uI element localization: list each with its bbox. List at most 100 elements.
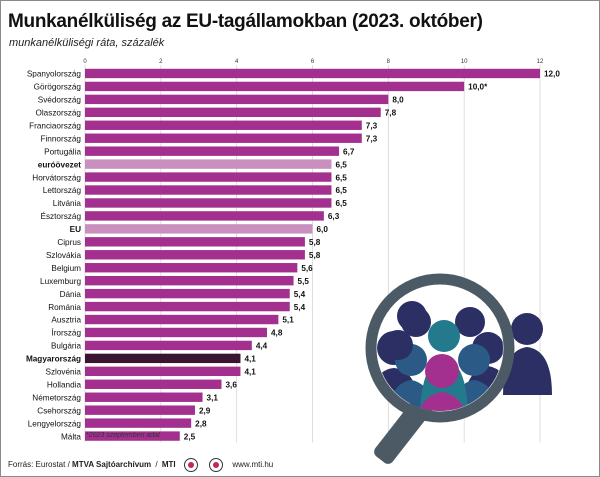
bars [85, 68, 540, 441]
category-label: Magyarország [26, 355, 81, 364]
bar [85, 68, 540, 79]
category-label: Csehország [37, 406, 81, 415]
value-label: 4,8 [271, 329, 283, 338]
value-label: 4,1 [244, 368, 256, 377]
category-label: Litvánia [53, 199, 82, 208]
category-label: Lettország [43, 186, 82, 195]
bar [85, 81, 465, 92]
category-label: Franciaország [29, 121, 81, 130]
category-label: Lengyelország [28, 419, 82, 428]
category-label: Olaszország [35, 109, 81, 118]
category-label: EU [70, 225, 81, 234]
bar [85, 314, 279, 325]
category-label: Svédország [38, 96, 82, 105]
x-tick-label: 0 [83, 59, 87, 65]
category-label: Horvátország [32, 173, 81, 182]
bar [85, 224, 313, 234]
bar [85, 366, 241, 377]
bar [85, 392, 203, 402]
value-label: 4,4 [256, 342, 268, 351]
value-label: 6,5 [335, 186, 347, 195]
value-label: 2,8 [195, 419, 207, 428]
value-label: 6,5 [335, 160, 347, 169]
value-label: 2,5 [184, 432, 196, 441]
category-label: Belgium [51, 264, 81, 273]
value-label: 5,8 [309, 251, 321, 260]
bar [85, 379, 222, 389]
category-label: Portugália [44, 147, 81, 156]
source-text: Forrás: Eurostat / [8, 460, 70, 470]
value-label: 2,9 [199, 406, 211, 415]
x-tick-label: 8 [387, 59, 391, 65]
category-label: Írország [51, 328, 81, 338]
value-label: 8,0 [392, 96, 404, 105]
bar [85, 288, 290, 299]
value-label: 6,5 [335, 173, 347, 182]
value-label: 7,8 [385, 109, 397, 118]
category-label: Ausztria [51, 316, 81, 325]
bar [85, 327, 267, 338]
bar [85, 120, 362, 130]
footnote: *2023 szeptemberi adat [86, 432, 160, 439]
bar [85, 405, 195, 415]
value-label: 6,5 [335, 199, 347, 208]
category-label: Szlovénia [45, 368, 81, 377]
tick-labels: 0 2 4 6 8 10 12 [83, 59, 544, 65]
bar [85, 275, 294, 286]
value-label: 12,0 [544, 70, 560, 79]
category-label: Dánia [60, 290, 82, 299]
mti-logo-icon [209, 458, 224, 472]
bar [85, 133, 362, 143]
value-label: 7,3 [366, 134, 378, 143]
category-label: Spanyolország [27, 70, 82, 79]
value-label: 6,0 [317, 225, 329, 234]
value-label: 6,3 [328, 212, 340, 221]
mtva-logo-icon [183, 458, 198, 472]
bar [85, 172, 332, 182]
bar [85, 198, 332, 208]
people-outside [383, 301, 552, 395]
category-label: Szlovákia [46, 251, 81, 260]
category-label: Ciprus [57, 238, 81, 247]
bar [85, 301, 290, 312]
bar [85, 185, 332, 195]
value-label: 5,4 [294, 290, 306, 299]
value-labels: 12,0 10,0* 8,0 7,8 7,3 7,3 6,7 6,5 6,5 6,5 6,5 6,3 6… [184, 70, 561, 442]
value-label: 5,5 [298, 277, 310, 286]
separator: / [155, 460, 158, 470]
bar [85, 418, 192, 428]
category-label: Észtország [41, 211, 82, 221]
value-label: 3,6 [226, 380, 238, 389]
category-label: Luxemburg [40, 277, 81, 286]
category-label: Hollandia [47, 380, 82, 389]
bar [85, 353, 241, 364]
bar [85, 159, 332, 169]
chart-subtitle: munkanélküliségi ráta, százalék [9, 37, 165, 49]
website-text: www.mti.hu [232, 460, 274, 470]
x-tick-label: 10 [461, 59, 468, 65]
category-label: Görögország [34, 83, 82, 92]
magnifier-illustration [365, 273, 552, 464]
mti-name: MTI [161, 460, 176, 470]
value-label: 5,4 [294, 303, 306, 312]
value-label: 10,0* [468, 83, 488, 92]
archive-name: MTVA Sajtóarchívum [72, 460, 152, 470]
value-label: 5,8 [309, 238, 321, 247]
bar [85, 211, 324, 221]
x-tick-label: 2 [159, 59, 163, 65]
category-label: Németország [32, 393, 81, 402]
bar [85, 94, 389, 105]
value-label: 6,7 [343, 147, 355, 156]
source-footer: Forrás: Eurostat / MTVA Sajtóarchívum / … [8, 458, 273, 472]
x-tick-label: 4 [235, 59, 239, 65]
category-label: Finnország [40, 134, 81, 143]
magnifier-ring [365, 273, 515, 423]
bar [85, 250, 305, 260]
category-label: Románia [48, 303, 81, 312]
bar [85, 237, 305, 247]
category-labels: Spanyolország Görögország Svédország Olaszo… [26, 70, 82, 442]
category-label: euróövezet [38, 160, 81, 169]
chart-title: Munkanélküliség az EU-tagállamokban (202… [8, 11, 483, 32]
value-label: 4,1 [244, 355, 256, 364]
